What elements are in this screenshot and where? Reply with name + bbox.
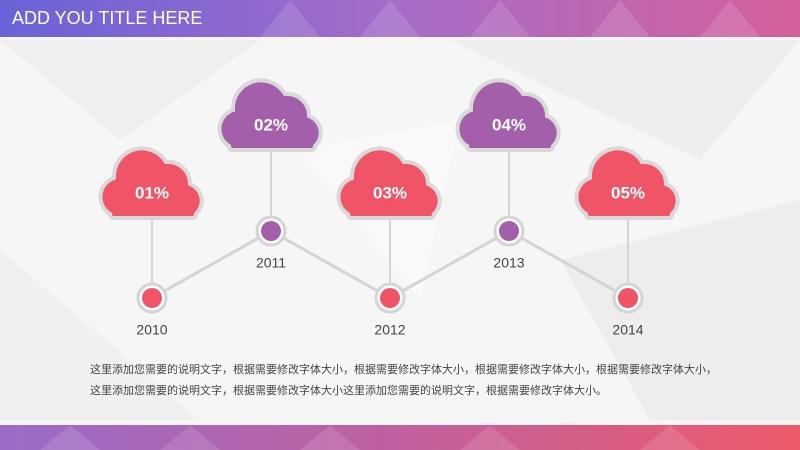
year-label: 2012: [374, 322, 405, 338]
cloud: [98, 146, 204, 220]
node-dot-inner: [380, 288, 400, 308]
description-line: 这里添加您需要的说明文字，根据需要修改字体大小这里添加您需要的说明文字，根据需要…: [90, 383, 607, 397]
cloud: [336, 146, 442, 220]
year-label: 2010: [136, 322, 167, 338]
cloud: [217, 78, 323, 152]
timeline: 01% 2010 02% 2011 03% 2012 04% 2013 05% 2014: [98, 78, 680, 338]
cloud-label: 04%: [492, 115, 526, 134]
node-dot-inner: [499, 221, 519, 241]
footer-triangles: [40, 425, 700, 450]
footer-band: [0, 425, 800, 450]
year-label: 2011: [256, 255, 286, 271]
slide-title: ADD YOU TITLE HERE: [12, 8, 202, 28]
cloud-label: 02%: [254, 115, 288, 134]
cloud-label: 03%: [373, 183, 407, 202]
header-band: [0, 0, 800, 37]
node-dot-inner: [618, 288, 638, 308]
node-dot-inner: [261, 221, 281, 241]
cloud: [455, 78, 561, 152]
cloud-label: 05%: [611, 183, 645, 202]
node-dot-inner: [142, 288, 162, 308]
cloud-label: 01%: [135, 183, 169, 202]
year-label: 2013: [493, 255, 524, 271]
cloud: [574, 146, 680, 220]
year-label: 2014: [612, 322, 643, 338]
description-line: 这里添加您需要的说明文字，根据需要修改字体大小，根据需要修改字体大小，根据需要修…: [90, 362, 717, 376]
header-triangles: [260, 0, 760, 37]
